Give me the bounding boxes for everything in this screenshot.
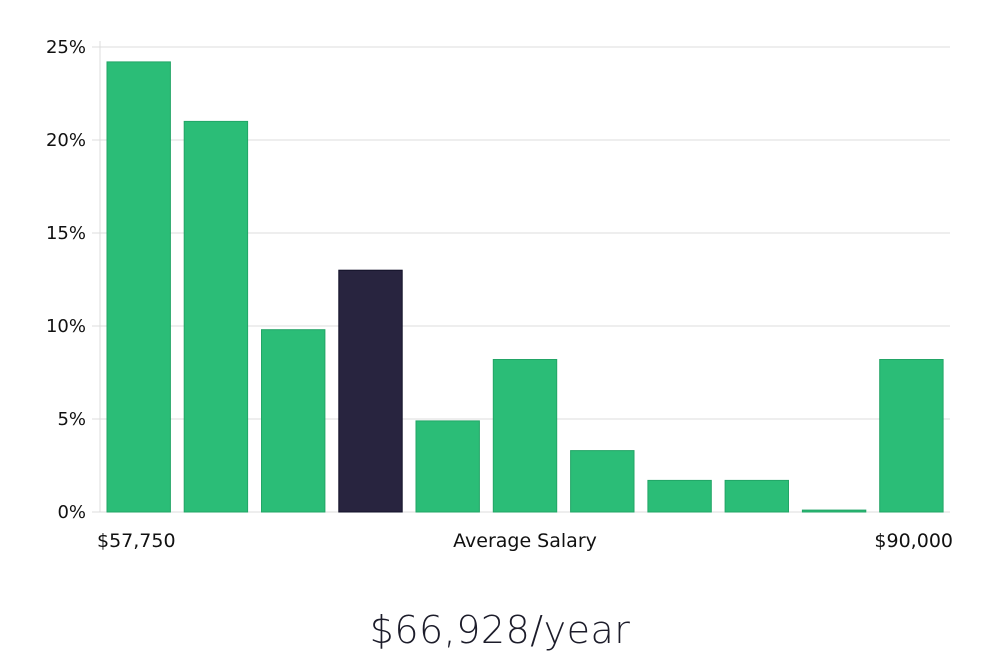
average-salary-value: $66,928/year bbox=[369, 608, 631, 652]
bar bbox=[570, 450, 635, 513]
highlighted-bar bbox=[338, 269, 403, 513]
y-tick-label: 25% bbox=[46, 37, 86, 58]
y-tick-label: 10% bbox=[46, 316, 86, 337]
x-min-label: $57,750 bbox=[97, 530, 176, 552]
y-tick-label: 0% bbox=[57, 502, 86, 523]
bar bbox=[183, 120, 249, 513]
bar bbox=[415, 420, 480, 513]
y-axis-ticks: 0% 5% 10% 15% 20% 25% bbox=[46, 37, 86, 523]
y-tick-label: 15% bbox=[46, 223, 86, 244]
bar bbox=[647, 479, 712, 513]
x-axis-labels: $57,750 Average Salary $90,000 bbox=[97, 530, 953, 552]
y-tick-label: 5% bbox=[57, 409, 86, 430]
x-axis-title: Average Salary bbox=[453, 530, 597, 552]
bar bbox=[801, 509, 867, 513]
bar bbox=[492, 359, 558, 513]
y-tick-label: 20% bbox=[46, 130, 86, 151]
bar bbox=[106, 61, 171, 513]
salary-distribution-chart: 0% 5% 10% 15% 20% 25% $57,750 Average Salary … bbox=[46, 37, 953, 552]
bar bbox=[724, 479, 789, 513]
x-max-label: $90,000 bbox=[874, 530, 953, 552]
bars bbox=[106, 61, 944, 513]
bar bbox=[879, 359, 944, 513]
bar bbox=[261, 329, 326, 513]
